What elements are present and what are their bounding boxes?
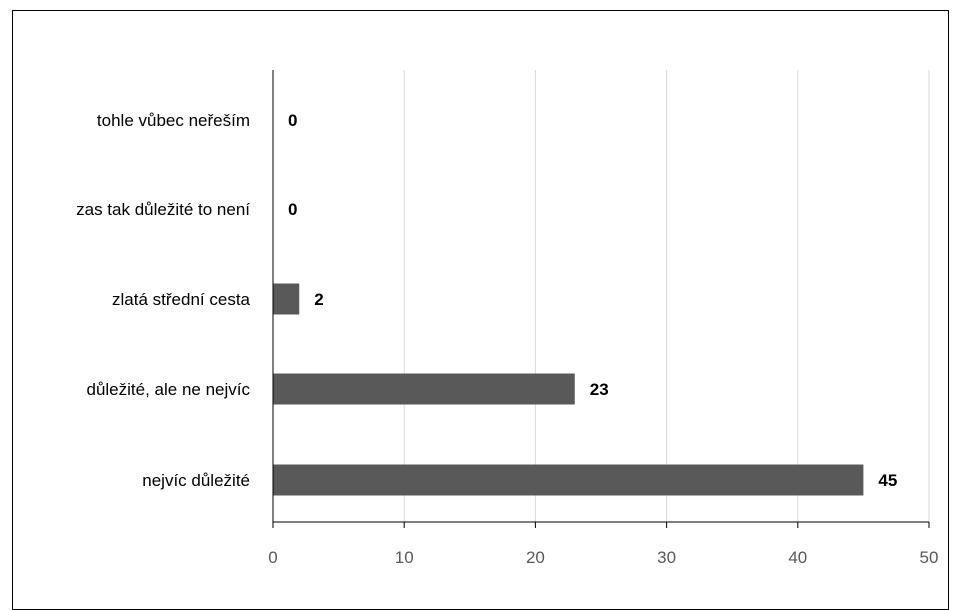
bar xyxy=(273,283,300,315)
data-label: 45 xyxy=(878,471,897,490)
data-label: 0 xyxy=(288,200,297,219)
x-tick-label: 40 xyxy=(788,548,807,567)
x-tick-label: 10 xyxy=(395,548,414,567)
category-label: tohle vůbec neřeším xyxy=(97,111,250,130)
data-label: 0 xyxy=(288,111,297,130)
x-tick-label: 30 xyxy=(657,548,676,567)
axes xyxy=(272,70,930,528)
category-label: zlatá střední cesta xyxy=(112,290,251,309)
category-label: nejvíc důležité xyxy=(142,471,250,490)
category-labels: tohle vůbec neřeším zas tak důležité to n… xyxy=(76,111,250,490)
gridlines xyxy=(403,70,930,522)
bars xyxy=(273,283,864,496)
data-label: 2 xyxy=(314,290,323,309)
bar xyxy=(273,464,864,496)
x-tick-label: 50 xyxy=(920,548,939,567)
bar xyxy=(273,373,575,405)
x-tick-label: 20 xyxy=(526,548,545,567)
category-label: zas tak důležité to není xyxy=(76,200,250,219)
category-label: důležité, ale ne nejvíc xyxy=(87,380,251,399)
x-tick-labels: 0 10 20 30 40 50 xyxy=(268,548,938,567)
chart-frame xyxy=(12,10,949,610)
data-labels: 0 0 2 23 45 xyxy=(288,111,897,490)
bar-chart: tohle vůbec neřeším zas tak důležité to n… xyxy=(76,70,938,567)
data-label: 23 xyxy=(590,380,609,399)
x-tick-label: 0 xyxy=(268,548,277,567)
